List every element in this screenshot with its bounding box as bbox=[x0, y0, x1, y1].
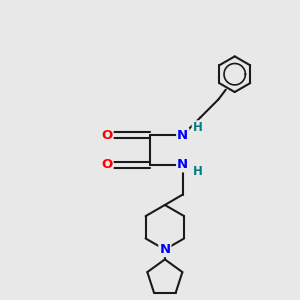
Text: H: H bbox=[193, 165, 202, 178]
Text: O: O bbox=[101, 129, 112, 142]
Text: N: N bbox=[177, 129, 188, 142]
Text: O: O bbox=[101, 158, 112, 171]
Text: H: H bbox=[193, 121, 202, 134]
Text: N: N bbox=[177, 158, 188, 171]
Text: N: N bbox=[159, 243, 170, 256]
